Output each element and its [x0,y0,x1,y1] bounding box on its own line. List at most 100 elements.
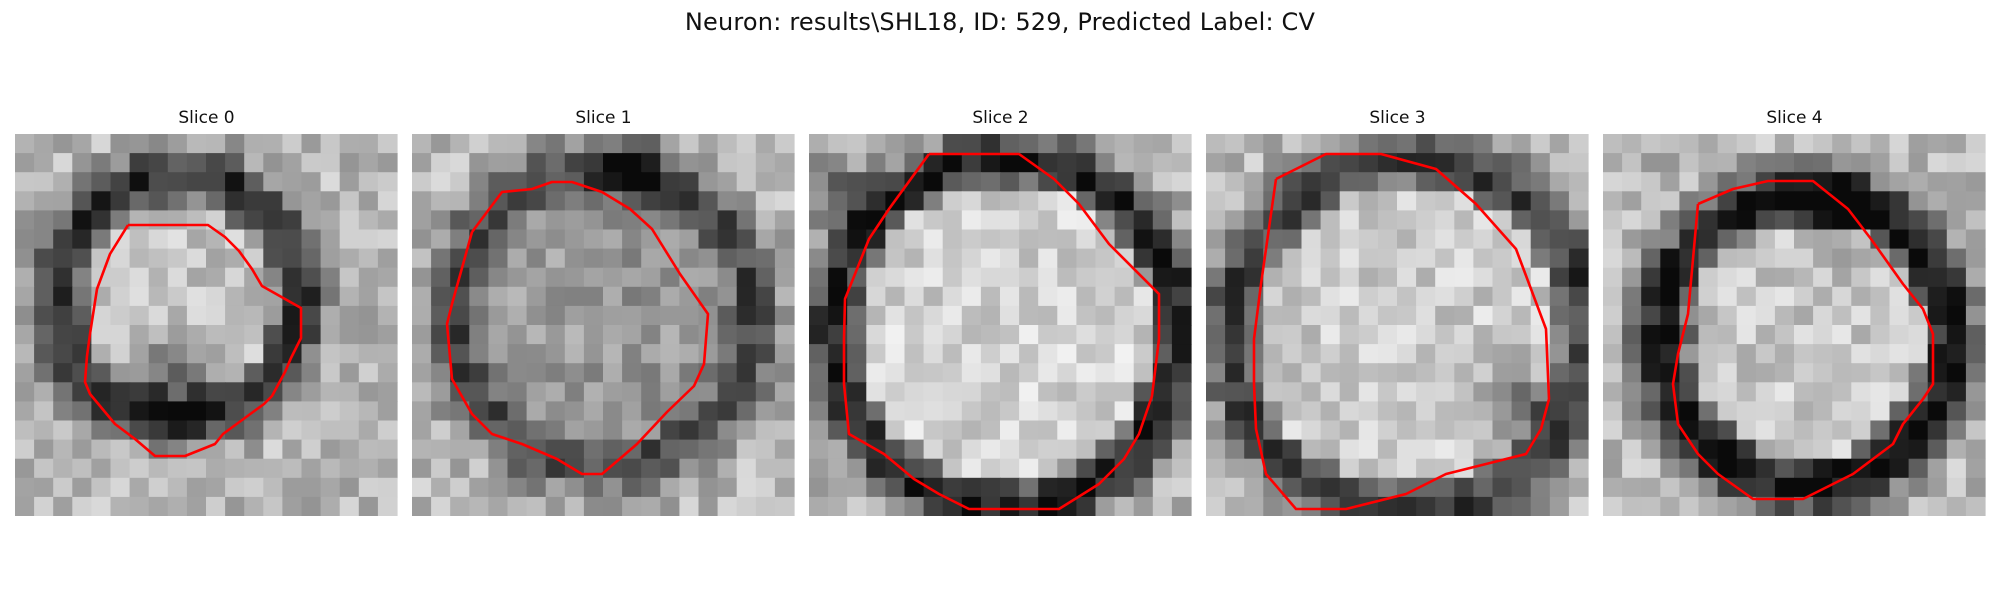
image-pixel [1057,363,1077,383]
image-pixel [1794,153,1814,173]
image-pixel [1339,191,1360,211]
image-pixel [339,382,360,402]
image-pixel [1473,286,1494,307]
image-pixel [358,477,379,498]
image-pixel [622,325,642,345]
image-pixel [1095,401,1116,422]
image-pixel [1603,305,1623,326]
image-pixel [1095,382,1116,402]
image-pixel [1244,477,1264,498]
image-pixel [1358,382,1379,402]
image-pixel [583,325,604,345]
image-pixel [1603,286,1623,307]
image-pixel [1301,420,1322,441]
image-pixel [942,496,963,516]
image-pixel [1435,420,1455,441]
microscopy-pixels-4 [1603,134,1986,516]
image-pixel [1927,344,1948,364]
image-pixel [1622,401,1642,422]
image-pixel [1076,305,1097,326]
image-pixel [866,286,886,307]
image-pixel [1171,286,1192,307]
image-pixel [717,305,738,326]
image-pixel [412,191,432,211]
image-pixel [1736,134,1757,154]
image-pixel [1133,229,1154,250]
image-pixel [148,305,169,326]
image-pixel [377,286,398,307]
image-pixel [1698,286,1719,307]
image-pixel [488,305,509,326]
image-pixel [282,210,303,231]
image-pixel [1019,229,1039,250]
image-pixel [583,267,604,288]
image-pixel [450,344,470,364]
image-pixel [828,305,848,326]
image-pixel [774,153,795,173]
image-pixel [1622,153,1642,173]
image-pixel [1473,267,1494,288]
image-pixel [980,229,1001,250]
image-pixel [377,305,398,326]
image-pixel [828,458,848,479]
image-pixel [885,363,906,383]
image-pixel [148,325,169,345]
image-pixel [1416,229,1436,250]
image-pixel [660,363,680,383]
image-pixel [507,134,528,154]
image-pixel [1339,496,1360,516]
image-pixel [1358,325,1379,345]
image-pixel [1301,229,1322,250]
image-pixel [129,134,150,154]
image-pixel [469,382,489,402]
image-pixel [507,267,528,288]
image-pixel [1263,420,1283,441]
image-pixel [583,134,604,154]
image-pixel [923,363,944,383]
image-pixel [1076,267,1097,288]
image-pixel [1603,267,1623,288]
image-pixel [774,191,795,211]
image-pixel [545,325,566,345]
image-pixel [412,134,432,154]
image-pixel [526,134,547,154]
image-pixel [904,248,925,269]
image-pixel [1454,210,1474,231]
image-pixel [1225,153,1245,173]
image-pixel [72,325,92,345]
slice-panel-4: Slice 4 [1603,108,1986,516]
image-pixel [679,458,700,479]
image-pixel [1416,496,1436,516]
image-pixel [961,210,982,231]
image-pixel [1965,229,1986,250]
image-pixel [1492,496,1513,516]
image-pixel [450,153,470,173]
image-pixel [641,401,661,422]
image-pixel [564,363,585,383]
image-pixel [488,210,509,231]
image-pixel [186,229,207,250]
image-pixel [526,305,547,326]
image-pixel [641,363,661,383]
image-pixel [186,210,207,231]
image-pixel [1870,496,1891,516]
image-pixel [1622,439,1642,460]
image-pixel [129,248,150,269]
image-pixel [1755,344,1776,364]
image-pixel [377,248,398,269]
image-pixel [1492,477,1513,498]
image-pixel [755,477,776,498]
image-pixel [1965,496,1986,516]
image-pixel [1568,420,1589,441]
image-pixel [1301,439,1322,460]
image-pixel [1038,248,1058,269]
image-pixel [1870,382,1891,402]
image-pixel [1320,496,1341,516]
image-pixel [320,325,341,345]
image-pixel [1301,363,1322,383]
image-pixel [1889,401,1910,422]
image-pixel [282,267,303,288]
image-pixel [1511,477,1532,498]
image-pixel [660,382,680,402]
image-pixel [1377,344,1398,364]
